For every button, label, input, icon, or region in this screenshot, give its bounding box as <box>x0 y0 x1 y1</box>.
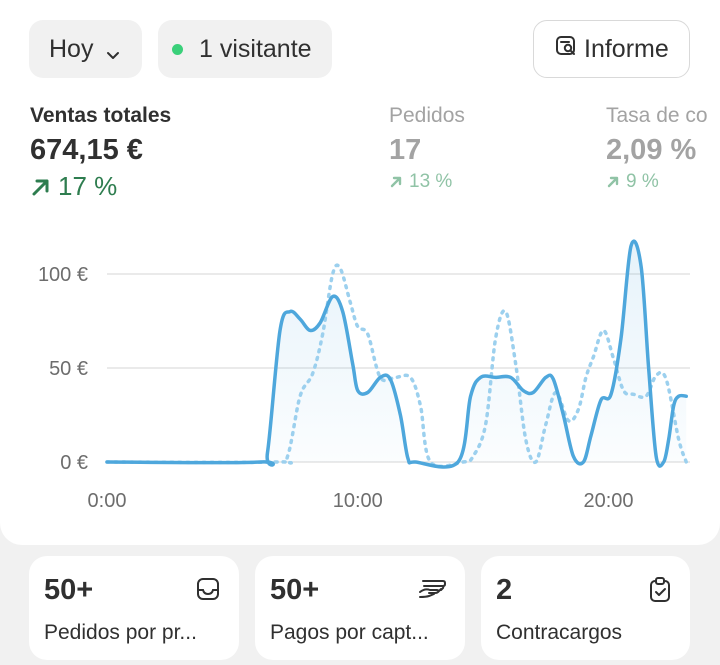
metric-change-value: 9 % <box>626 171 659 192</box>
date-range-label: Hoy <box>49 34 94 63</box>
arrow-up-right-icon <box>390 176 402 188</box>
metric-label: Pedidos <box>389 104 465 127</box>
x-tick-label: 20:00 <box>583 490 633 512</box>
y-tick-label: 0 € <box>60 452 88 474</box>
metric-conversion-rate[interactable]: Tasa de co 2,09 % 9 % <box>606 104 708 193</box>
live-status-dot <box>172 43 183 55</box>
metric-value: 674,15 € <box>30 134 143 166</box>
live-visitors-badge[interactable]: 1 visitante <box>158 20 332 78</box>
tile-label: Contracargos <box>496 621 623 644</box>
metric-label: Tasa de co <box>606 104 708 127</box>
analytics-card: Hoy 1 visitante Informe Ventas totales 6… <box>0 0 720 545</box>
tile-chargebacks[interactable]: 2 Contracargos <box>481 556 690 660</box>
metric-change: 17 % <box>30 171 171 202</box>
y-tick-label: 50 € <box>49 358 88 380</box>
metric-value: 17 <box>389 134 422 166</box>
tile-label: Pedidos por pr... <box>44 621 197 644</box>
current-area-fill <box>107 241 687 468</box>
x-tick-label: 0:00 <box>88 490 127 512</box>
metric-orders[interactable]: Pedidos 17 13 % <box>389 104 465 193</box>
inbox-icon <box>195 576 221 607</box>
tile-value: 2 <box>496 574 513 606</box>
report-button[interactable]: Informe <box>533 20 690 78</box>
metric-change: 13 % <box>389 171 465 193</box>
tile-label: Pagos por capt... <box>270 621 429 644</box>
tile-orders-to-fulfill[interactable]: 50+ Pedidos por pr... <box>29 556 239 660</box>
arrow-up-right-icon <box>607 176 619 188</box>
tile-value: 50+ <box>270 574 320 606</box>
visitors-label: 1 visitante <box>199 34 312 63</box>
arrow-up-right-icon <box>32 179 49 195</box>
comparison-series-line <box>105 263 688 469</box>
report-search-icon <box>554 34 584 65</box>
tile-value: 50+ <box>44 574 94 606</box>
card-hand-icon <box>417 576 447 607</box>
metric-change-value: 17 % <box>58 171 118 201</box>
metric-change-value: 13 % <box>409 171 453 192</box>
report-button-label: Informe <box>584 34 669 63</box>
date-range-selector[interactable]: Hoy <box>29 20 142 78</box>
metric-change: 9 % <box>606 171 708 193</box>
x-tick-label: 10:00 <box>333 490 383 512</box>
sales-line-chart[interactable]: 100 € 50 € 0 €0:00 10:00 20:00 <box>0 230 720 520</box>
chevron-down-icon <box>105 41 121 59</box>
metric-label: Ventas totales <box>30 104 172 127</box>
clipboard-check-icon <box>648 576 672 609</box>
tile-payments-to-capture[interactable]: 50+ Pagos por capt... <box>255 556 465 660</box>
current-series-line <box>105 239 688 469</box>
y-tick-label: 100 € <box>38 264 88 286</box>
metric-total-sales[interactable]: Ventas totales 674,15 € 17 % <box>30 104 171 202</box>
metric-value: 2,09 % <box>606 134 697 166</box>
